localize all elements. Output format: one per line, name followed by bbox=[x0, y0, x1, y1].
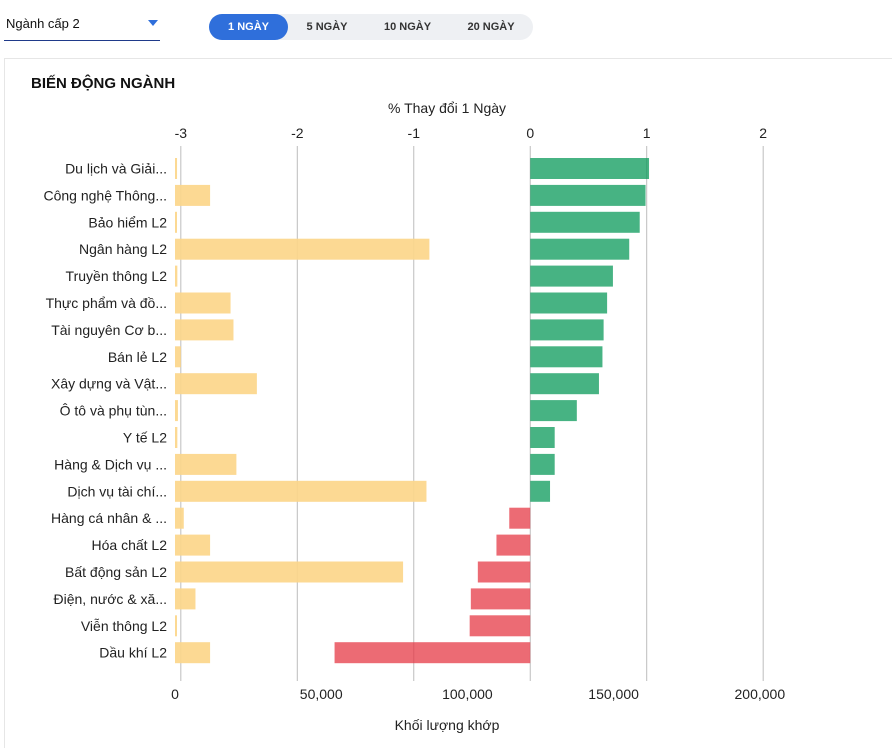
volume-bar bbox=[175, 292, 231, 314]
volume-bar bbox=[175, 615, 177, 637]
top-tick-label: 0 bbox=[526, 125, 534, 141]
volume-bar bbox=[175, 211, 177, 233]
volume-bars bbox=[175, 158, 430, 664]
change-bars bbox=[334, 158, 650, 664]
period-tabs: 1 NGÀY 5 NGÀY 10 NGÀY 20 NGÀY bbox=[209, 14, 533, 40]
change-bar bbox=[530, 238, 630, 260]
volume-bar bbox=[175, 642, 211, 664]
chart-labels: -3 -2 -1 0 1 2 0 50,000 100,000 150,000 200,000 Du … bbox=[43, 125, 785, 702]
card-title: BIẾN ĐỘNG NGÀNH bbox=[31, 75, 176, 92]
top-tick-label: -2 bbox=[291, 125, 304, 141]
industry-level-label: Ngành cấp 2 bbox=[6, 16, 80, 31]
change-bar bbox=[530, 184, 646, 206]
category-label: Du lịch và Giải... bbox=[65, 161, 167, 177]
bottom-tick-label: 200,000 bbox=[735, 686, 786, 702]
category-label: Bán lẻ L2 bbox=[108, 349, 167, 365]
category-label: Điện, nước & xă... bbox=[54, 591, 167, 607]
volume-bar bbox=[175, 534, 211, 556]
bottom-tick-label: 50,000 bbox=[300, 686, 343, 702]
volume-bar bbox=[175, 561, 404, 583]
change-bar bbox=[470, 588, 531, 610]
volume-bar bbox=[175, 265, 178, 287]
toolbar: Ngành cấp 2 1 NGÀY 5 NGÀY 10 NGÀY 20 NGÀ… bbox=[0, 0, 892, 58]
industry-level-select[interactable]: Ngành cấp 2 bbox=[4, 12, 160, 41]
volume-bar bbox=[175, 238, 430, 260]
bottom-tick-label: 100,000 bbox=[442, 686, 493, 702]
bottom-axis-title: Khối lượng khớp bbox=[395, 717, 500, 733]
bottom-tick-label: 0 bbox=[171, 686, 179, 702]
category-label: Bất động sản L2 bbox=[65, 564, 167, 580]
volume-bar bbox=[175, 346, 181, 368]
tab-20-days[interactable]: 20 NGÀY bbox=[467, 21, 515, 33]
change-bar bbox=[530, 400, 577, 422]
category-label: Ô tô và phụ tùn... bbox=[60, 403, 167, 419]
category-label: Dịch vụ tài chí... bbox=[67, 483, 167, 499]
caret-down-icon bbox=[148, 20, 158, 26]
change-bar bbox=[530, 211, 640, 233]
volume-bar bbox=[175, 453, 237, 475]
change-bar bbox=[530, 373, 599, 395]
category-label: Công nghệ Thông... bbox=[43, 187, 167, 203]
volume-bar bbox=[175, 184, 211, 206]
bottom-tick-label: 150,000 bbox=[588, 686, 639, 702]
change-bar bbox=[509, 507, 531, 529]
category-label: Tài nguyên Cơ b... bbox=[51, 322, 167, 338]
volume-bar bbox=[175, 319, 234, 341]
top-tick-label: -1 bbox=[408, 125, 421, 141]
change-bar bbox=[530, 158, 650, 179]
change-bar bbox=[530, 319, 604, 341]
change-bar bbox=[530, 453, 555, 475]
category-label: Dầu khí L2 bbox=[99, 645, 167, 661]
volume-bar bbox=[175, 427, 178, 448]
volume-bar bbox=[175, 480, 427, 502]
change-bar bbox=[530, 427, 555, 448]
industry-movement-card: BIẾN ĐỘNG NGÀNH bbox=[4, 58, 892, 748]
category-label: Hàng cá nhân & ... bbox=[51, 510, 167, 526]
category-label: Xây dựng và Vật... bbox=[51, 376, 167, 392]
category-label: Thực phẩm và đồ... bbox=[46, 295, 167, 311]
change-bar bbox=[530, 292, 608, 314]
top-tick-label: 1 bbox=[643, 125, 651, 141]
volume-bar bbox=[175, 373, 257, 395]
tab-10-days[interactable]: 10 NGÀY bbox=[383, 21, 432, 33]
change-bar bbox=[334, 642, 531, 664]
tab-1-day[interactable]: 1 NGÀY bbox=[209, 14, 288, 40]
top-tick-label: -3 bbox=[175, 125, 188, 141]
volume-bar bbox=[175, 507, 184, 529]
change-bar bbox=[469, 615, 531, 637]
category-label: Ngân hàng L2 bbox=[79, 241, 167, 257]
top-axis-title: % Thay đổi 1 Ngày bbox=[388, 100, 506, 116]
category-label: Y tế L2 bbox=[123, 430, 167, 446]
category-label: Hóa chất L2 bbox=[92, 537, 168, 553]
change-bar bbox=[530, 480, 551, 502]
tab-5-days[interactable]: 5 NGÀY bbox=[306, 21, 348, 33]
change-bar bbox=[530, 265, 613, 287]
change-bar bbox=[496, 534, 531, 556]
change-bar bbox=[477, 561, 531, 583]
category-label: Truyền thông L2 bbox=[66, 268, 168, 284]
top-tick-label: 2 bbox=[759, 125, 767, 141]
volume-bar bbox=[175, 588, 196, 610]
category-label: Hàng & Dịch vụ ... bbox=[54, 456, 167, 472]
change-bar bbox=[530, 346, 603, 368]
category-label: Viễn thông L2 bbox=[81, 618, 167, 634]
category-label: Bảo hiểm L2 bbox=[88, 214, 167, 230]
volume-bar bbox=[175, 158, 178, 179]
volume-bar bbox=[175, 400, 178, 422]
